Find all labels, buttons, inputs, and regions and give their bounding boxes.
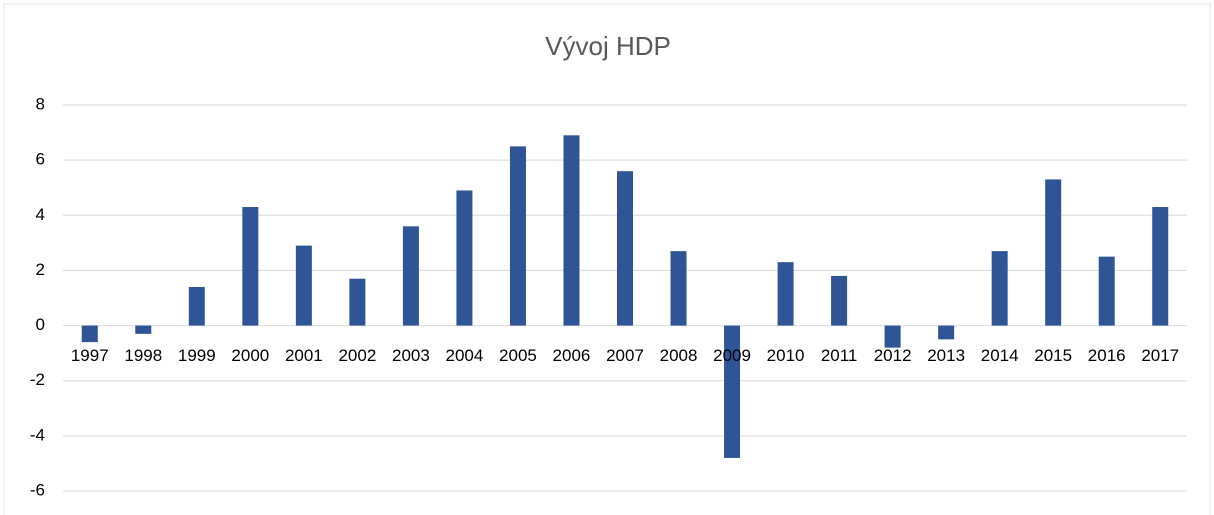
bar <box>509 146 526 326</box>
x-tick-label: 1997 <box>71 346 109 365</box>
x-tick-label: 2012 <box>874 346 912 365</box>
x-tick-label: 2016 <box>1088 346 1126 365</box>
bar <box>617 171 633 326</box>
bar <box>938 325 955 340</box>
bar <box>402 226 419 326</box>
bar <box>456 190 473 326</box>
y-tick-label: -4 <box>30 425 45 444</box>
x-tick-label: 2010 <box>767 346 805 365</box>
y-tick-label: -6 <box>30 480 45 499</box>
x-tick-label: 2009 <box>713 346 751 365</box>
bar <box>188 286 205 326</box>
y-tick-label: 4 <box>36 205 45 224</box>
bar <box>991 251 1008 326</box>
chart-frame <box>3 3 1211 515</box>
y-tick-label: 8 <box>36 94 45 113</box>
x-tick-label: 2014 <box>981 346 1019 365</box>
bar <box>777 262 794 326</box>
x-tick-label: 1999 <box>178 346 216 365</box>
bar <box>242 207 259 326</box>
bar <box>831 275 848 326</box>
bar <box>884 325 901 348</box>
bar <box>81 325 98 343</box>
x-tick-label: 2013 <box>927 346 965 365</box>
x-tick-label: 2008 <box>660 346 698 365</box>
y-tick-label: -2 <box>30 370 45 389</box>
x-tick-label: 2006 <box>553 346 591 365</box>
bar <box>295 245 312 326</box>
x-tick-label: 2005 <box>499 346 537 365</box>
bar <box>724 325 741 458</box>
bar <box>670 251 687 326</box>
x-tick-label: 2017 <box>1141 346 1179 365</box>
x-tick-label: 2001 <box>285 346 323 365</box>
x-tick-label: 2004 <box>446 346 484 365</box>
y-tick-label: 2 <box>36 260 45 279</box>
bar <box>1098 256 1115 326</box>
bar <box>1045 179 1062 326</box>
chart-title: Vývoj HDP <box>545 31 671 61</box>
x-tick-label: 2007 <box>606 346 644 365</box>
bar <box>135 325 152 334</box>
bar <box>563 135 580 326</box>
x-tick-label: 2002 <box>338 346 376 365</box>
y-tick-label: 6 <box>36 150 45 169</box>
x-tick-label: 2015 <box>1034 346 1072 365</box>
x-tick-label: 2003 <box>392 346 430 365</box>
x-tick-label: 2011 <box>821 346 858 365</box>
y-tick-label: 0 <box>36 315 45 334</box>
bar <box>349 278 366 326</box>
bar <box>1152 207 1169 326</box>
x-tick-label: 1998 <box>124 346 162 365</box>
x-tick-label: 2000 <box>231 346 269 365</box>
